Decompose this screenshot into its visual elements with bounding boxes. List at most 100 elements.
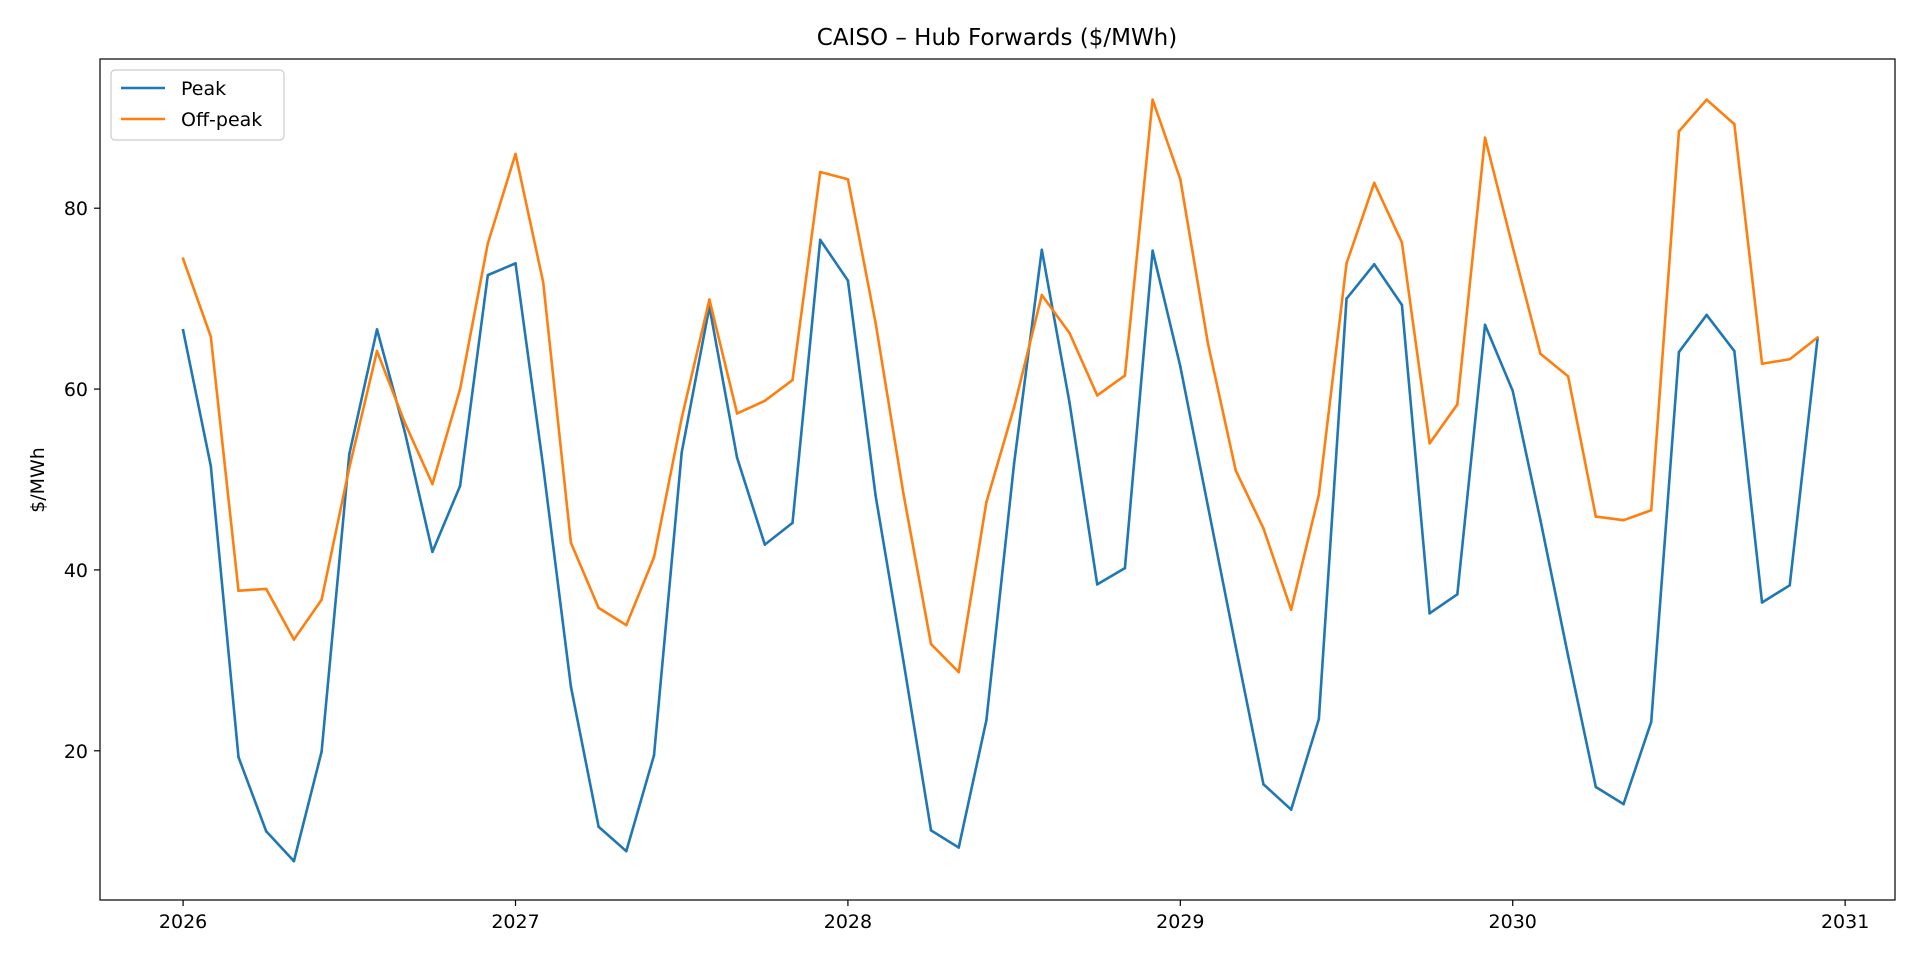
data-point-off-peak — [985, 500, 988, 504]
data-point-peak — [957, 846, 961, 849]
data-point-off-peak — [1760, 362, 1764, 366]
data-point-peak — [1262, 782, 1265, 786]
data-point-off-peak — [1123, 374, 1127, 377]
chart-title: CAISO – Hub Forwards ($/MWh) — [817, 25, 1177, 51]
data-point-off-peak — [1179, 177, 1182, 181]
data-point-peak — [1068, 401, 1071, 404]
data-point-off-peak — [1234, 469, 1238, 472]
data-point-off-peak — [625, 623, 628, 627]
data-point-off-peak — [1206, 342, 1210, 346]
data-point-off-peak — [292, 638, 296, 641]
legend-label-peak: Peak — [181, 78, 226, 100]
data-point-off-peak — [1317, 493, 1321, 497]
data-point-peak — [431, 550, 434, 554]
data-point-peak — [874, 494, 877, 498]
data-point-off-peak — [403, 421, 407, 424]
data-point-peak — [846, 279, 850, 282]
data-point-off-peak — [1705, 98, 1708, 101]
data-point-peak — [735, 456, 739, 460]
legend-label-off-peak: Off-peak — [181, 109, 262, 131]
data-point-peak — [1622, 802, 1625, 806]
data-point-off-peak — [1262, 527, 1265, 530]
data-point-off-peak — [1012, 405, 1016, 409]
data-point-peak — [1400, 303, 1404, 307]
data-point-peak — [1649, 720, 1653, 724]
x-tick-label: 2027 — [491, 911, 539, 933]
data-point-off-peak — [1511, 245, 1515, 249]
data-point-off-peak — [431, 482, 434, 486]
data-point-peak — [902, 659, 905, 662]
data-point-peak — [541, 465, 545, 469]
data-point-off-peak — [1151, 98, 1154, 101]
data-point-off-peak — [237, 589, 240, 593]
data-point-off-peak — [1733, 122, 1736, 126]
data-point-off-peak — [1095, 394, 1099, 397]
data-point-off-peak — [320, 598, 323, 602]
data-point-off-peak — [874, 321, 877, 325]
data-point-peak — [680, 451, 684, 454]
y-axis-label: $/MWh — [27, 447, 49, 513]
data-point-off-peak — [541, 281, 545, 284]
x-tick-label: 2028 — [824, 911, 872, 933]
data-point-peak — [929, 829, 933, 832]
data-point-peak — [514, 262, 517, 265]
data-point-off-peak — [735, 412, 739, 415]
data-point-off-peak — [181, 257, 185, 261]
data-point-off-peak — [929, 642, 933, 646]
data-point-off-peak — [1539, 352, 1542, 356]
series-line-off-peak — [181, 98, 1820, 674]
data-point-off-peak — [1428, 442, 1431, 445]
y-tick-label: 60 — [64, 379, 88, 401]
data-point-peak — [292, 859, 296, 863]
data-point-off-peak — [264, 587, 268, 591]
data-point-peak — [1705, 313, 1708, 317]
data-point-peak — [818, 238, 822, 242]
data-point-peak — [791, 521, 794, 525]
data-point-off-peak — [902, 491, 905, 495]
data-point-peak — [1289, 808, 1293, 811]
data-point-off-peak — [1040, 293, 1044, 297]
x-axis: 2026 2027 2028 2029 2030 2031 — [159, 900, 1869, 933]
data-point-peak — [652, 754, 656, 757]
data-point-peak — [375, 328, 379, 331]
data-point-peak — [569, 685, 573, 688]
x-tick-label: 2029 — [1156, 911, 1204, 933]
data-point-peak — [763, 543, 767, 546]
data-point-peak — [1151, 249, 1154, 253]
data-point-peak — [264, 829, 268, 833]
data-point-peak — [1234, 645, 1238, 649]
data-point-peak — [1788, 584, 1792, 587]
data-point-peak — [1677, 350, 1681, 354]
data-point-off-peak — [458, 387, 462, 391]
data-point-off-peak — [1456, 403, 1459, 406]
data-point-peak — [1345, 297, 1348, 300]
data-point-peak — [1123, 566, 1127, 570]
data-point-off-peak — [209, 335, 213, 338]
data-point-peak — [1566, 654, 1570, 658]
y-axis: 20 40 60 80 — [64, 198, 100, 763]
data-point-peak — [1760, 601, 1764, 604]
data-point-off-peak — [1594, 515, 1598, 518]
data-point-peak — [458, 484, 462, 488]
data-point-peak — [1040, 248, 1044, 252]
data-point-off-peak — [652, 555, 656, 559]
x-tick-label: 2030 — [1489, 911, 1537, 933]
data-point-peak — [625, 849, 628, 853]
data-point-peak — [237, 755, 240, 759]
data-point-peak — [1539, 518, 1542, 522]
data-point-off-peak — [486, 242, 490, 245]
data-point-peak — [1483, 323, 1487, 327]
data-point-off-peak — [1483, 136, 1487, 139]
data-point-off-peak — [846, 177, 850, 181]
y-tick-label: 80 — [64, 198, 88, 220]
data-point-off-peak — [1289, 608, 1293, 612]
data-point-off-peak — [680, 416, 684, 420]
data-point-peak — [1012, 461, 1016, 465]
data-point-peak — [486, 273, 490, 277]
data-point-off-peak — [1400, 241, 1404, 244]
data-point-off-peak — [514, 152, 517, 156]
data-point-peak — [181, 328, 185, 332]
data-point-peak — [1179, 365, 1182, 368]
data-point-off-peak — [597, 606, 600, 610]
